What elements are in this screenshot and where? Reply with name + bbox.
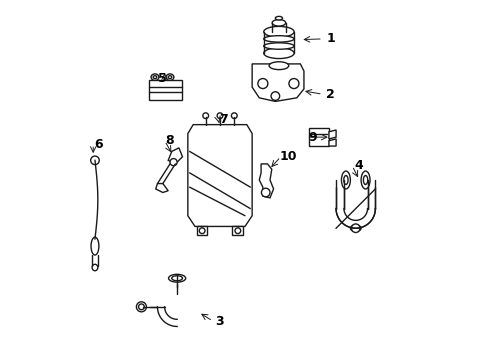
- Ellipse shape: [169, 274, 186, 282]
- Bar: [232, 226, 243, 235]
- Circle shape: [231, 113, 237, 118]
- Circle shape: [289, 78, 299, 89]
- Polygon shape: [329, 139, 336, 146]
- Text: 1: 1: [326, 32, 335, 45]
- Circle shape: [203, 113, 209, 118]
- Circle shape: [139, 304, 144, 310]
- Bar: [148, 80, 182, 100]
- Text: 9: 9: [309, 131, 317, 144]
- Ellipse shape: [269, 62, 289, 69]
- Polygon shape: [168, 148, 182, 164]
- Circle shape: [235, 228, 241, 234]
- Text: 3: 3: [216, 315, 224, 328]
- Ellipse shape: [153, 76, 157, 78]
- Circle shape: [91, 156, 99, 165]
- Ellipse shape: [151, 74, 159, 80]
- Polygon shape: [252, 64, 304, 102]
- Ellipse shape: [364, 176, 368, 184]
- Text: 4: 4: [355, 159, 364, 172]
- Ellipse shape: [91, 237, 99, 255]
- Text: 10: 10: [279, 150, 296, 163]
- Text: 2: 2: [326, 88, 335, 101]
- Ellipse shape: [264, 48, 294, 59]
- Polygon shape: [259, 164, 273, 198]
- Ellipse shape: [350, 225, 361, 231]
- Ellipse shape: [264, 26, 294, 37]
- Ellipse shape: [361, 171, 370, 189]
- Ellipse shape: [172, 276, 182, 281]
- Circle shape: [351, 224, 360, 233]
- Circle shape: [136, 302, 147, 312]
- Circle shape: [170, 158, 177, 166]
- Circle shape: [262, 188, 270, 197]
- Bar: [197, 226, 207, 235]
- Text: 5: 5: [158, 72, 167, 85]
- Text: 7: 7: [219, 113, 228, 126]
- Ellipse shape: [264, 36, 294, 42]
- Ellipse shape: [344, 176, 348, 184]
- Circle shape: [199, 228, 205, 234]
- Ellipse shape: [92, 264, 98, 271]
- Ellipse shape: [275, 17, 283, 20]
- Circle shape: [217, 113, 223, 118]
- Text: 8: 8: [166, 134, 174, 147]
- Text: 6: 6: [94, 138, 103, 151]
- Ellipse shape: [272, 19, 286, 26]
- Polygon shape: [188, 125, 252, 226]
- Ellipse shape: [168, 76, 172, 78]
- Ellipse shape: [264, 43, 294, 49]
- Circle shape: [258, 78, 268, 89]
- Polygon shape: [156, 184, 168, 193]
- Circle shape: [271, 92, 280, 100]
- Ellipse shape: [342, 171, 350, 189]
- Ellipse shape: [166, 74, 174, 80]
- Polygon shape: [329, 130, 336, 139]
- Bar: [309, 128, 329, 146]
